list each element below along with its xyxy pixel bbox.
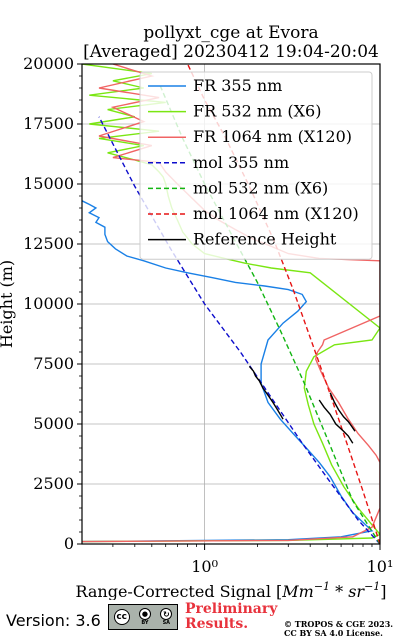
x-axis-label-part: −1 bbox=[314, 580, 330, 593]
y-tick-label: 10000 bbox=[23, 294, 74, 313]
sa-label: SA bbox=[162, 620, 171, 626]
x-tick-label: 10⁰ bbox=[191, 557, 218, 576]
series-reference-height bbox=[248, 365, 284, 420]
copyright-notice: © TROPOS & CGE 2023. CC BY SA 4.0 Licens… bbox=[284, 620, 393, 638]
legend-label: FR 355 nm bbox=[193, 76, 282, 95]
y-tick-label: 0 bbox=[64, 534, 74, 553]
chart-title-line1: pollyxt_cge at Evora bbox=[143, 23, 318, 43]
chart-title-line2: [Averaged] 20230412 19:04-20:04 bbox=[83, 42, 379, 62]
legend-label: mol 532 nm (X6) bbox=[193, 178, 328, 197]
x-axis-label-part: sr bbox=[348, 582, 365, 600]
y-tick-label: 2500 bbox=[33, 474, 74, 493]
y-tick-label: 12500 bbox=[23, 234, 74, 253]
legend-box bbox=[139, 71, 373, 260]
legend-label: Reference Height bbox=[193, 230, 337, 249]
legend-label: mol 355 nm bbox=[193, 153, 289, 172]
x-axis-label-part: Mm bbox=[281, 582, 314, 600]
legend: FR 355 nm FR 532 nm (X6) FR 1064 nm (X120)… bbox=[139, 71, 373, 260]
x-axis-label-part: * bbox=[330, 582, 348, 600]
preliminary-line2: Results. bbox=[185, 616, 249, 632]
sa-badge: ↻ SA bbox=[160, 608, 173, 626]
sa-icon: ↻ bbox=[160, 608, 173, 620]
y-tick-label: 5000 bbox=[33, 414, 74, 433]
copyright-line1: © TROPOS & CGE 2023. bbox=[284, 619, 394, 629]
cc-license-badge[interactable]: cc ● BY ↻ SA bbox=[108, 604, 178, 630]
preliminary-line1: Preliminary bbox=[185, 601, 278, 617]
y-tick-label: 17500 bbox=[23, 114, 74, 133]
x-axis-label-part: −1 bbox=[364, 580, 380, 593]
y-tick-label: 7500 bbox=[33, 354, 74, 373]
cc-icon: cc bbox=[113, 609, 130, 625]
x-tick-label: 10¹ bbox=[367, 557, 394, 576]
series-reference-height bbox=[318, 399, 354, 444]
legend-label: mol 1064 nm (X120) bbox=[193, 204, 359, 223]
by-person-icon: ● bbox=[138, 608, 151, 620]
by-label: BY bbox=[141, 620, 149, 626]
y-axis-label: Height (m) bbox=[0, 260, 16, 348]
series-reference-height bbox=[329, 392, 356, 432]
legend-label: FR 532 nm (X6) bbox=[193, 102, 321, 121]
ticks: 0 2500 5000 7500 10000 12500 15000 17500 20000 10… bbox=[23, 54, 393, 576]
y-tick-label: 20000 bbox=[23, 54, 74, 73]
x-axis-label: Range-Corrected Signal [Mm−1 * sr−1] bbox=[75, 580, 386, 600]
copyright-line2: CC BY SA 4.0 License. bbox=[284, 628, 383, 638]
y-tick-label: 15000 bbox=[23, 174, 74, 193]
preliminary-notice: Preliminary Results. bbox=[185, 602, 277, 632]
by-badge: ● BY bbox=[138, 608, 151, 626]
chart: pollyxt_cge at Evora [Averaged] 20230412… bbox=[0, 23, 394, 600]
version-text: Version: 3.6 bbox=[6, 611, 101, 630]
x-axis-label-part: Range-Corrected Signal [ bbox=[75, 582, 282, 600]
x-axis-label-part: ] bbox=[380, 582, 386, 600]
series-mol-355-nm bbox=[98, 116, 380, 544]
legend-label: FR 1064 nm (X120) bbox=[193, 127, 352, 146]
series-fr-355-nm bbox=[82, 200, 374, 543]
